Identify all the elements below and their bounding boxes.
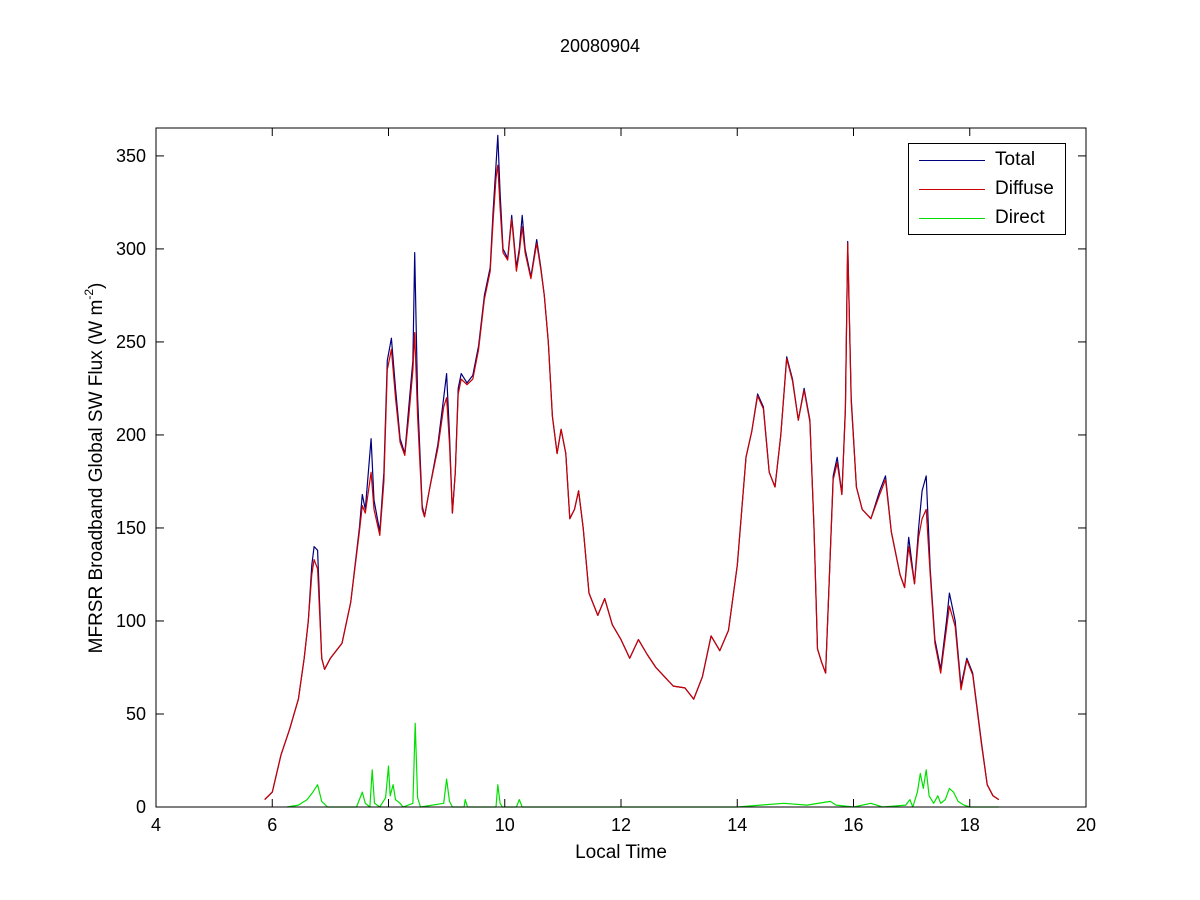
y-tick-label: 150 (116, 518, 146, 538)
legend-swatch-direct (919, 217, 985, 219)
legend: Total Diffuse Direct (908, 143, 1066, 235)
y-tick-label: 350 (116, 146, 146, 166)
y-axis-ticks: 0 50 100 150 200 250 300 350 (116, 146, 1086, 817)
x-axis-ticks: 4 6 8 10 12 14 16 18 20 (151, 128, 1096, 835)
y-axis-label: MFRSR Broadband Global SW Flux (W m-2) (81, 282, 108, 654)
legend-label-diffuse: Diffuse (995, 178, 1054, 199)
y-axis-label-main: MFRSR Broadband Global SW Flux (W m (86, 299, 108, 654)
series-line-diffuse (264, 164, 1000, 801)
y-axis-label-close: ) (86, 282, 108, 289)
y-tick-label: 300 (116, 239, 146, 259)
x-tick-label: 12 (611, 815, 631, 835)
series-line-direct (286, 722, 999, 808)
x-tick-label: 14 (727, 815, 747, 835)
y-tick-label: 0 (136, 797, 146, 817)
x-tick-label: 10 (495, 815, 515, 835)
x-tick-label: 16 (843, 815, 863, 835)
x-axis-label: Local Time (575, 842, 667, 863)
x-tick-label: 18 (960, 815, 980, 835)
legend-item-total: Total (909, 146, 1065, 174)
y-tick-label: 100 (116, 611, 146, 631)
legend-label-direct: Direct (995, 207, 1045, 228)
plot-lines (264, 134, 1000, 808)
legend-swatch-total (919, 159, 985, 161)
legend-item-direct: Direct (909, 204, 1065, 232)
x-tick-label: 4 (151, 815, 161, 835)
chart-title: 20080904 (559, 36, 641, 56)
y-tick-label: 250 (116, 332, 146, 352)
series-line-total (264, 134, 1000, 801)
y-axis-label-exponent: -2 (81, 288, 96, 300)
legend-swatch-diffuse (919, 188, 985, 190)
x-tick-label: 8 (383, 815, 393, 835)
y-tick-label: 200 (116, 425, 146, 445)
legend-label-total: Total (995, 149, 1036, 170)
legend-item-diffuse: Diffuse (909, 175, 1065, 203)
y-tick-label: 50 (126, 704, 146, 724)
x-tick-label: 20 (1076, 815, 1096, 835)
x-tick-label: 6 (267, 815, 277, 835)
